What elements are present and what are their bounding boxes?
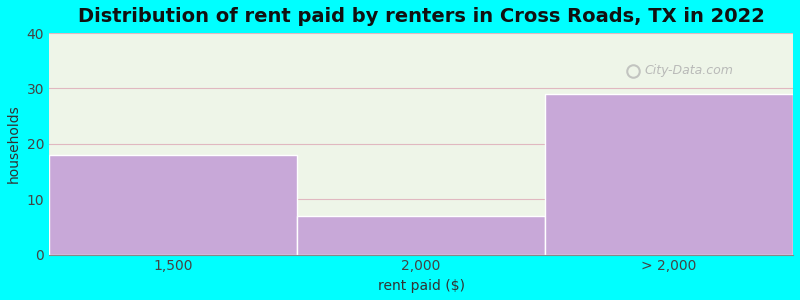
Title: Distribution of rent paid by renters in Cross Roads, TX in 2022: Distribution of rent paid by renters in … xyxy=(78,7,765,26)
X-axis label: rent paid ($): rent paid ($) xyxy=(378,279,465,293)
Bar xyxy=(49,155,297,255)
Text: City-Data.com: City-Data.com xyxy=(644,64,733,77)
Y-axis label: households: households xyxy=(7,104,21,183)
Bar xyxy=(545,94,793,255)
Bar xyxy=(297,216,545,255)
